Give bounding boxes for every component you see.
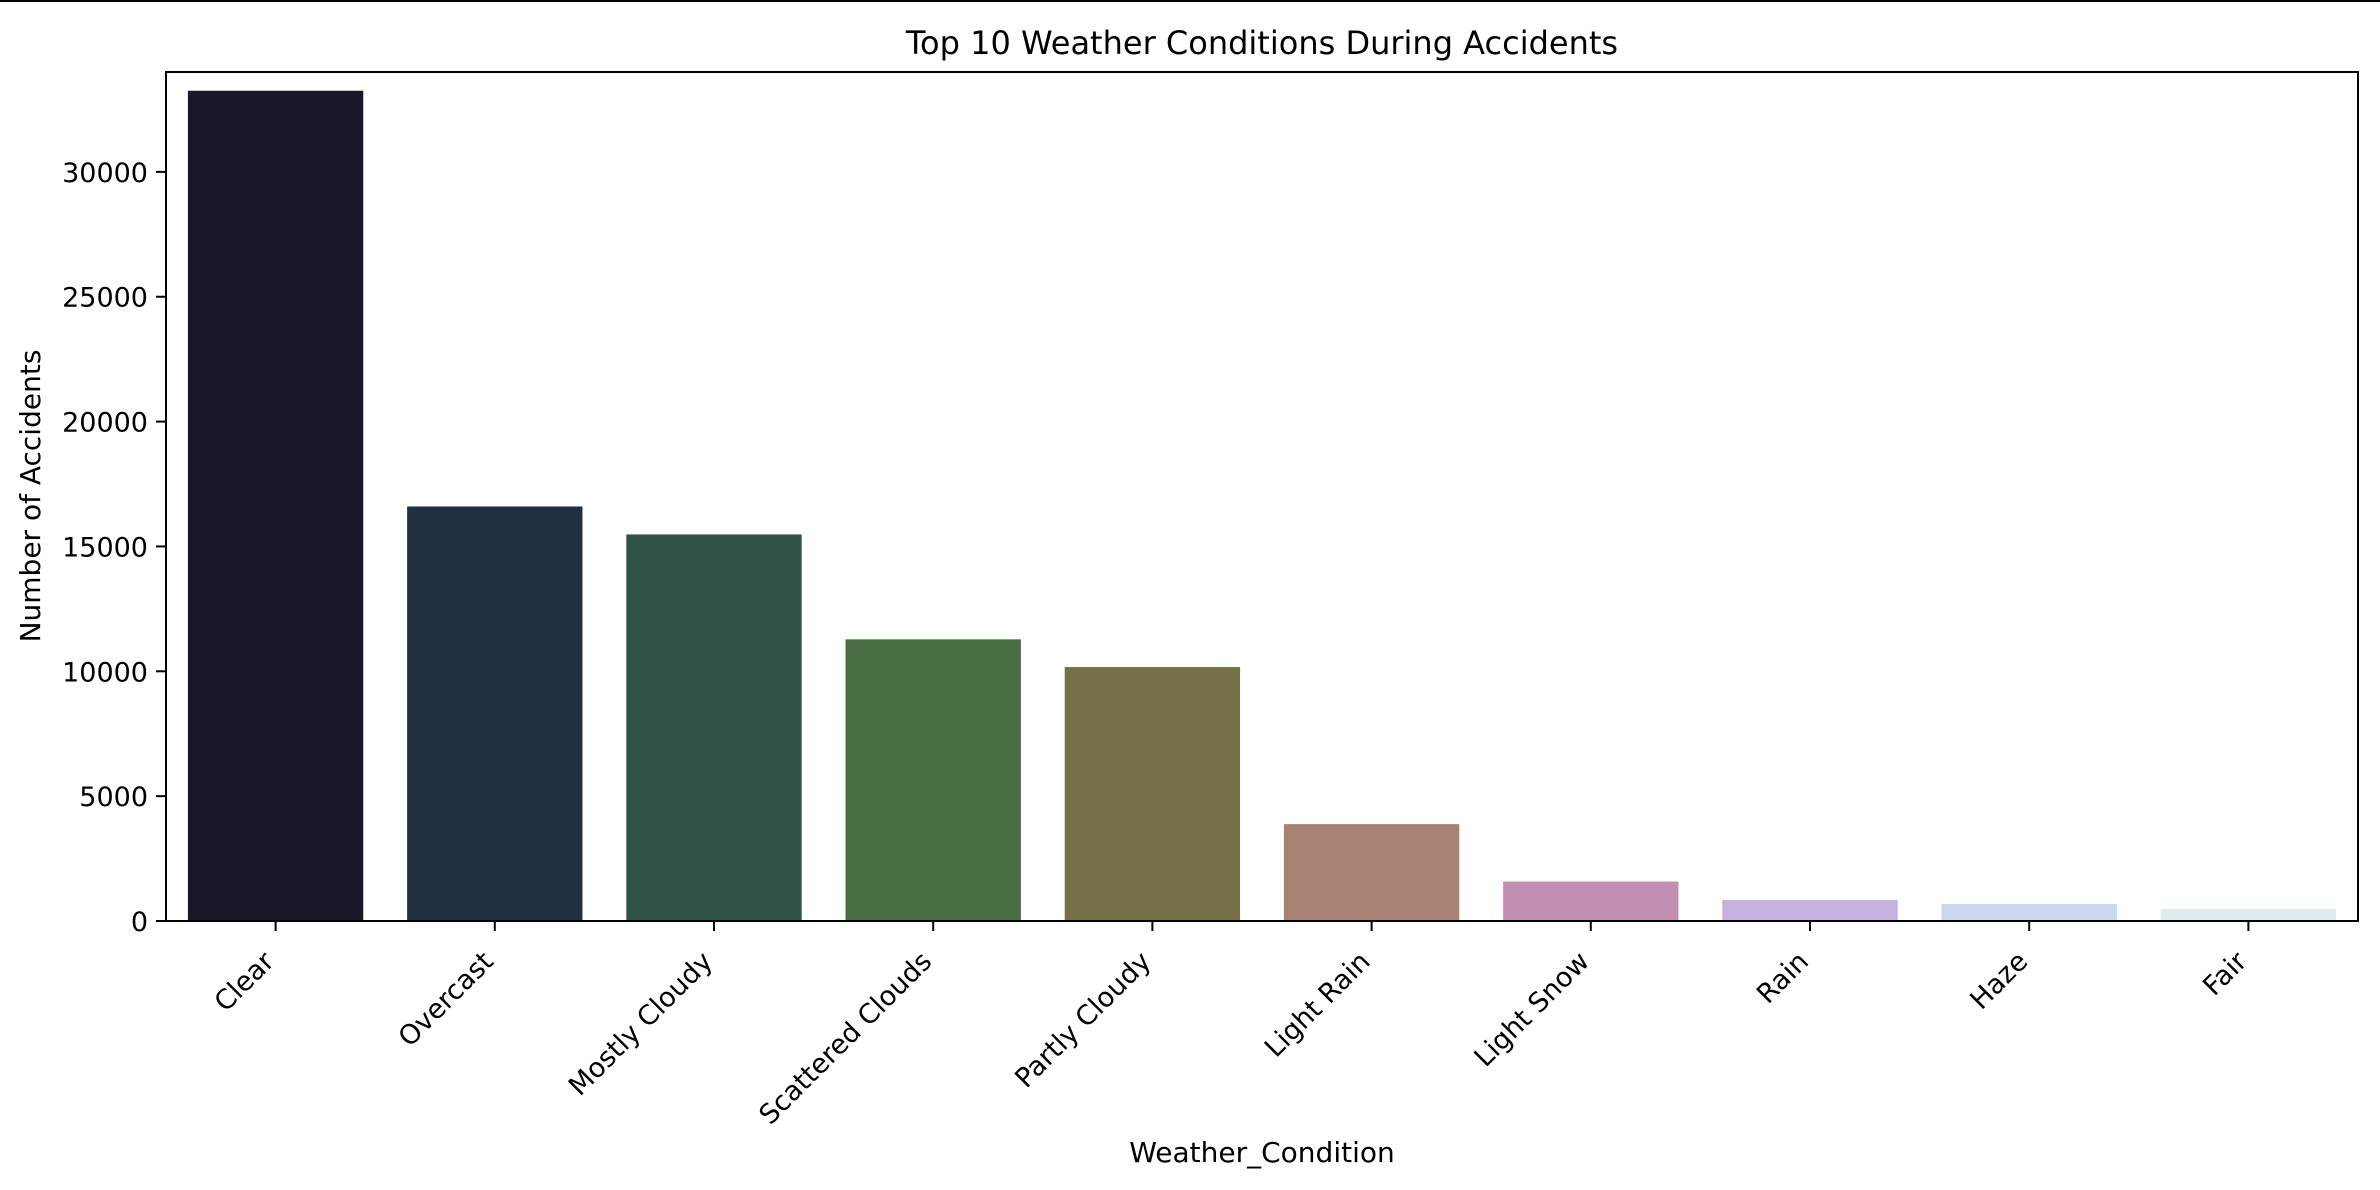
x-tick-label-haze: Haze: [1964, 946, 2034, 1016]
bar-haze: [1941, 904, 2117, 921]
bar-light-rain: [1283, 824, 1460, 921]
bar-mostly-cloudy: [626, 534, 802, 921]
y-tick-label: 25000: [62, 283, 148, 314]
bar-fair: [2160, 909, 2337, 921]
x-tick-label-scattered-clouds: Scattered Clouds: [753, 946, 938, 1131]
plot-frame: [165, 71, 2359, 922]
x-tick-label-overcast: Overcast: [393, 946, 500, 1053]
bar-rain: [1722, 900, 1898, 921]
x-tick-label-fair: Fair: [2197, 945, 2254, 1002]
axes-layer: Clear Overcast Mostly Cloudy Scattered Clou…: [62, 158, 2254, 1131]
bar-overcast: [407, 506, 583, 921]
y-tick-label: 15000: [62, 532, 148, 563]
x-tick-label-mostly-cloudy: Mostly Cloudy: [563, 946, 719, 1102]
x-tick-label-partly-cloudy: Partly Cloudy: [1009, 946, 1157, 1094]
x-tick-label-light-rain: Light Rain: [1259, 946, 1377, 1064]
bars-layer: [187, 90, 2337, 922]
x-tick-label-clear: Clear: [209, 945, 281, 1017]
bar-partly-cloudy: [1064, 667, 1241, 921]
x-tick-label-rain: Rain: [1751, 946, 1815, 1010]
bar-scattered-clouds: [845, 639, 1021, 921]
y-tick-label: 10000: [62, 657, 148, 688]
y-tick-label: 30000: [62, 158, 148, 189]
x-tick-label-light-snow: Light Snow: [1469, 946, 1596, 1073]
bar-light-snow: [1503, 881, 1679, 921]
y-tick-label: 20000: [62, 408, 148, 439]
y-tick-label: 0: [131, 907, 148, 938]
y-axis-label: Number of Accidents: [14, 350, 47, 643]
chart-title: Top 10 Weather Conditions During Acciden…: [905, 24, 1618, 62]
x-axis-label: Weather_Condition: [1129, 1136, 1395, 1169]
bar-clear: [187, 90, 364, 922]
y-tick-label: 5000: [79, 782, 148, 813]
